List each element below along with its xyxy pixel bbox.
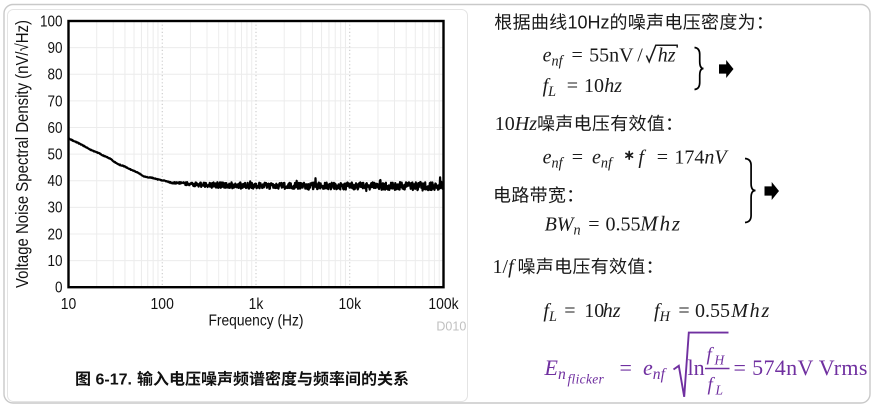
svg-text:1k: 1k: [249, 296, 264, 313]
svg-text:=: =: [678, 300, 689, 322]
svg-text:10: 10: [48, 253, 63, 270]
svg-text:30: 30: [48, 200, 63, 217]
svg-text:10: 10: [584, 75, 604, 97]
svg-text:100: 100: [40, 13, 63, 30]
svg-text:enf: enf: [543, 45, 565, 70]
svg-text:D010: D010: [436, 320, 466, 334]
svg-text:nV: nV: [704, 147, 729, 169]
svg-text:100: 100: [151, 296, 175, 313]
svg-text:=: =: [620, 355, 632, 380]
svg-text:fL: fL: [543, 75, 557, 100]
svg-text:=: =: [572, 147, 583, 169]
svg-text:= 574nV Vrms: = 574nV Vrms: [734, 355, 868, 380]
svg-text:10: 10: [61, 296, 77, 313]
svg-text:hz: hz: [604, 75, 622, 97]
svg-text:flicker: flicker: [568, 372, 605, 387]
svg-text:40: 40: [48, 173, 63, 190]
svg-text:ln: ln: [688, 355, 705, 380]
svg-text:10: 10: [584, 300, 604, 322]
svg-text:Mhz: Mhz: [730, 300, 771, 322]
svg-text:10k: 10k: [339, 296, 362, 313]
svg-text:f: f: [638, 147, 646, 169]
svg-text:enf: enf: [643, 355, 668, 383]
svg-text:20: 20: [48, 226, 63, 243]
svg-text:174: 174: [674, 147, 704, 169]
svg-text:L: L: [715, 383, 724, 398]
svg-text:enf: enf: [543, 147, 565, 172]
svg-text:10Hz: 10Hz: [495, 113, 537, 135]
svg-text:50: 50: [48, 147, 63, 164]
svg-text:0.55: 0.55: [606, 214, 641, 236]
svg-text:En: En: [544, 355, 566, 383]
svg-text:90: 90: [48, 40, 63, 57]
svg-text:f: f: [707, 345, 715, 366]
svg-text:1/f: 1/f: [493, 256, 517, 278]
svg-text:80: 80: [48, 67, 63, 84]
svg-text:6-17.: 6-17.: [96, 372, 132, 389]
svg-text:=: =: [588, 214, 599, 236]
svg-text:hz: hz: [603, 300, 621, 322]
svg-text:60: 60: [48, 120, 63, 137]
svg-text:=: =: [572, 45, 583, 67]
svg-text:BWn: BWn: [545, 214, 581, 239]
svg-text:Mhz: Mhz: [639, 212, 682, 236]
svg-text:f: f: [708, 375, 716, 396]
svg-text:55nV: 55nV: [589, 45, 634, 67]
svg-text:70: 70: [48, 93, 63, 110]
svg-text:=: =: [657, 147, 668, 169]
svg-text:Voltage Noise Spectral Density: Voltage Noise Spectral Density (nV/√Hz): [12, 20, 32, 288]
svg-text:0.55: 0.55: [695, 300, 730, 322]
svg-text:enf: enf: [592, 147, 614, 172]
svg-text:/: /: [637, 45, 643, 67]
svg-text:Frequency (Hz): Frequency (Hz): [209, 313, 304, 330]
svg-text:hz: hz: [658, 45, 676, 67]
svg-text:H: H: [714, 353, 726, 368]
svg-text:10Hz: 10Hz: [568, 13, 610, 33]
svg-text:fL: fL: [543, 300, 557, 325]
svg-text:=: =: [564, 300, 575, 322]
svg-text:0: 0: [55, 280, 63, 297]
svg-text:100k: 100k: [428, 296, 458, 313]
svg-text:=: =: [567, 75, 578, 97]
svg-text:fH: fH: [654, 300, 671, 325]
